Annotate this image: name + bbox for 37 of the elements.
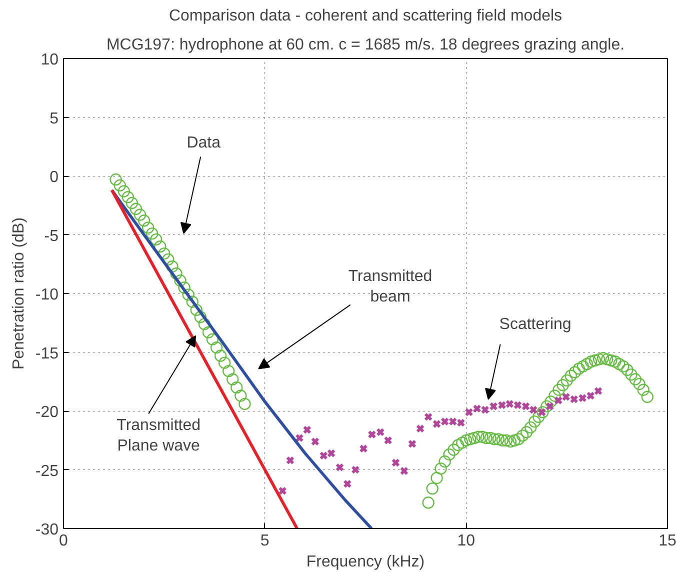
point: [302, 425, 312, 434]
point: [286, 456, 295, 465]
y-tick-label: -30: [35, 522, 59, 538]
x-tick-label: 15: [658, 532, 676, 550]
annotation: Data: [186, 134, 221, 152]
annotation: Transmitted beam: [348, 268, 432, 306]
point: [335, 463, 344, 472]
y-axis-title: Penetration ratio (dB): [10, 217, 28, 370]
point: [416, 424, 425, 433]
x-tick-label: 5: [260, 532, 270, 550]
y-tick-label: -25: [35, 462, 59, 480]
point: [359, 444, 368, 453]
y-tick-label: 0: [50, 169, 59, 186]
point: [546, 402, 554, 411]
y-tick-label: -10: [35, 286, 59, 304]
point: [594, 386, 603, 396]
y-tick-label: -15: [35, 345, 59, 362]
point: [278, 486, 287, 496]
annotation: Scattering: [499, 316, 572, 333]
chart-subtitle: MCG197: hydrophone at 60 cm. c = 1685 m/s. 18 degrees grazing angle.: [106, 36, 625, 54]
point: [343, 480, 352, 488]
point: [424, 412, 433, 422]
point: [391, 458, 400, 468]
point: [400, 466, 408, 476]
y-tick-label: 5: [50, 110, 59, 128]
x-axis-title: Frequency (kHz): [306, 554, 425, 570]
point: [310, 437, 320, 446]
point: [408, 440, 417, 448]
x-tick-label: 10: [457, 532, 476, 550]
point: [351, 465, 360, 474]
y-tick-label: 10: [40, 52, 59, 68]
point: [295, 434, 304, 442]
y-tick-label: -5: [44, 228, 59, 245]
point: [384, 436, 392, 445]
y-tick-label: -20: [35, 404, 59, 421]
annotation: Transmitted Plane wave: [116, 417, 201, 454]
chart-title: Comparison data - coherent and scattering field models: [168, 8, 562, 24]
